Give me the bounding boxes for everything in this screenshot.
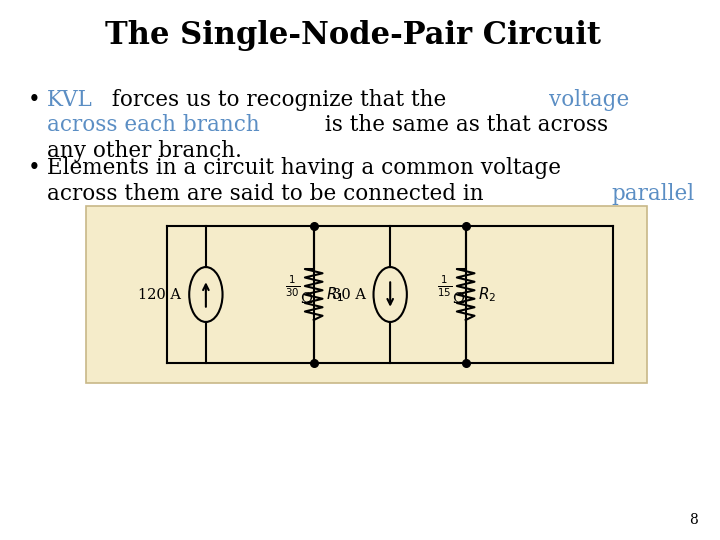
Text: .: . bbox=[718, 183, 720, 205]
Text: $\frac{1}{15}$: $\frac{1}{15}$ bbox=[437, 274, 452, 299]
Text: $R_2$: $R_2$ bbox=[478, 285, 497, 304]
Text: $\frac{1}{30}$: $\frac{1}{30}$ bbox=[285, 274, 300, 299]
Text: is the same as that across: is the same as that across bbox=[318, 114, 608, 136]
Text: forces us to recognize that the: forces us to recognize that the bbox=[105, 89, 454, 111]
Text: KVL: KVL bbox=[47, 89, 93, 111]
Text: •: • bbox=[27, 157, 40, 179]
Text: 30 A: 30 A bbox=[332, 287, 366, 301]
Text: 8: 8 bbox=[689, 513, 698, 527]
Text: across them are said to be connected in: across them are said to be connected in bbox=[47, 183, 490, 205]
Text: Ω: Ω bbox=[452, 293, 464, 306]
Text: any other branch.: any other branch. bbox=[47, 140, 242, 161]
FancyBboxPatch shape bbox=[86, 206, 647, 383]
Text: parallel: parallel bbox=[612, 183, 695, 205]
Text: across each branch: across each branch bbox=[47, 114, 260, 136]
Text: The Single-Node-Pair Circuit: The Single-Node-Pair Circuit bbox=[105, 20, 601, 51]
Text: 120 A: 120 A bbox=[138, 287, 181, 301]
Text: •: • bbox=[27, 89, 40, 111]
Text: Ω: Ω bbox=[300, 293, 312, 306]
Text: $R_1$: $R_1$ bbox=[326, 285, 345, 304]
Text: Elements in a circuit having a common voltage: Elements in a circuit having a common vo… bbox=[47, 157, 561, 179]
Text: voltage: voltage bbox=[549, 89, 629, 111]
